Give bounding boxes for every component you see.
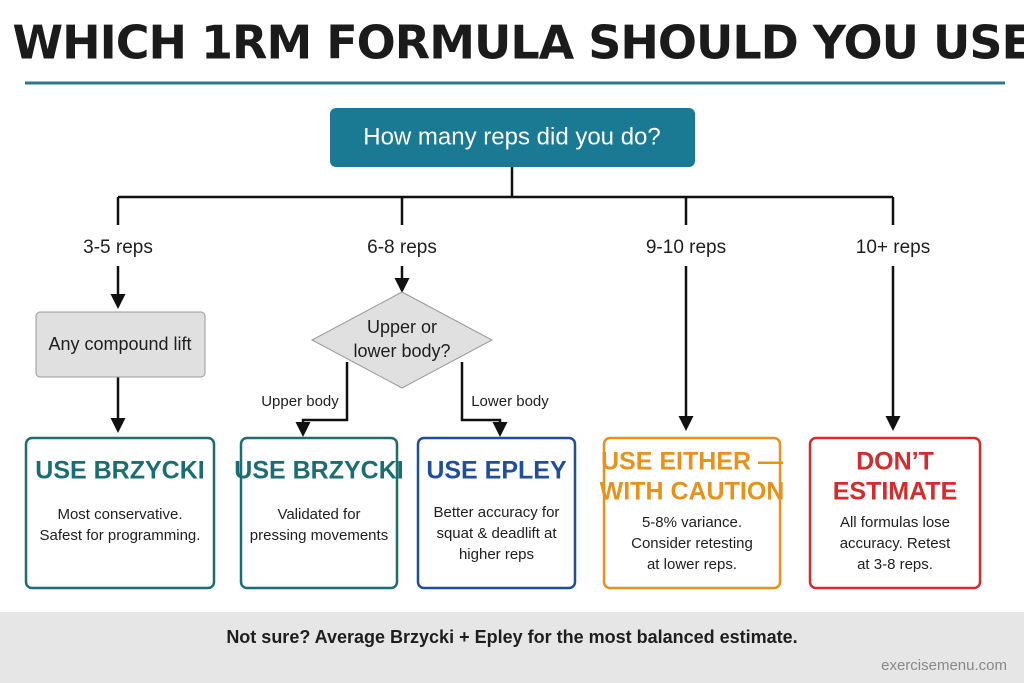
result-box <box>239 436 399 590</box>
result-body: squat & deadlift at <box>436 525 557 542</box>
result-title: USE EPLEY <box>426 457 567 485</box>
result-title: ESTIMATE <box>833 478 958 506</box>
compound-box <box>35 311 206 378</box>
result-body: 5-8% variance. <box>642 514 742 531</box>
result-title: USE BRZYCKI <box>234 457 403 485</box>
result-box <box>24 436 216 590</box>
connectors <box>110 167 901 437</box>
result-title: WITH CAUTION <box>600 478 785 506</box>
result-title: USE EITHER — <box>601 448 783 476</box>
edge-label: Lower body <box>471 393 549 410</box>
branch-label: 10+ reps <box>856 237 930 258</box>
result-body: pressing movements <box>250 527 388 544</box>
result-body: at 3-8 reps. <box>857 556 933 573</box>
watermark: exercisemenu.com <box>881 657 1007 674</box>
branch-label: 6-8 reps <box>367 237 437 258</box>
result-body: Most conservative. <box>57 506 182 523</box>
branch-label: 3-5 reps <box>83 237 153 258</box>
footer: Not sure? Average Brzycki + Epley for th… <box>226 627 797 647</box>
result-box <box>602 436 782 590</box>
edge-label: Upper body <box>261 393 339 410</box>
decision-diamond <box>310 291 494 389</box>
footer-band <box>0 612 1024 683</box>
result-body: higher reps <box>459 546 534 563</box>
result-body: Better accuracy for <box>434 504 560 521</box>
decision-label: lower body? <box>353 341 450 361</box>
title: WHICH 1RM FORMULA SHOULD YOU USE? <box>12 16 1024 70</box>
result-body: Validated for <box>277 506 360 523</box>
result-body: Consider retesting <box>631 535 753 552</box>
result-body: accuracy. Retest <box>840 535 951 552</box>
result-body: All formulas lose <box>840 514 950 531</box>
result-box <box>808 436 982 590</box>
result-title: DON’T <box>856 448 934 476</box>
question: How many reps did you do? <box>363 123 661 150</box>
decision-label: Upper or <box>367 317 437 337</box>
compound-label: Any compound lift <box>48 334 191 354</box>
result-body: Safest for programming. <box>40 527 201 544</box>
question-box <box>330 108 695 167</box>
result-box <box>416 436 577 590</box>
result-title: USE BRZYCKI <box>35 457 204 485</box>
result-body: at lower reps. <box>647 556 737 573</box>
branch-label: 9-10 reps <box>646 237 726 258</box>
